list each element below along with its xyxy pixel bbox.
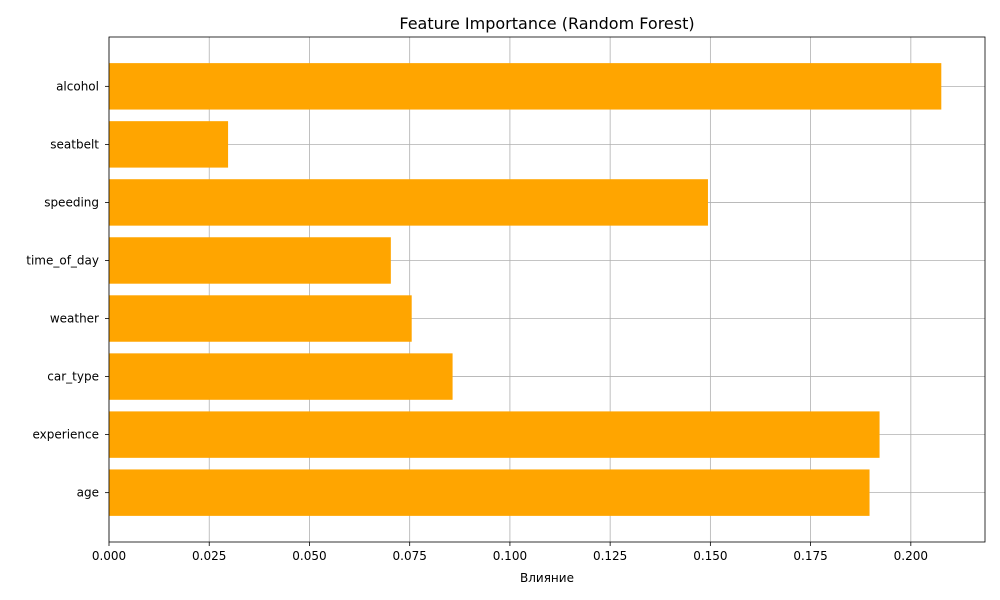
y-tick-label: car_type [47,370,99,384]
x-tick-label: 0.150 [693,549,727,563]
x-tick-label: 0.025 [192,549,226,563]
x-axis-label: Влияние [520,571,574,585]
x-tick-label: 0.000 [92,549,126,563]
y-tick-label: speeding [44,195,99,209]
bar-weather [109,295,412,342]
y-tick-label: age [77,486,99,500]
bar-time-of-day [109,237,391,284]
x-tick-label: 0.075 [393,549,427,563]
bar-age [109,469,870,516]
bar-car-type [109,353,453,400]
y-tick-label: seatbelt [50,137,99,151]
plot-spines [108,36,986,543]
bar-seatbelt [109,121,229,168]
y-tick-label: weather [50,312,99,326]
grid-lines [108,37,985,542]
bar-speeding [109,179,708,226]
bar-experience [109,411,880,458]
bars [109,63,942,516]
x-tick-label: 0.100 [493,549,527,563]
x-tick-label: 0.050 [292,549,326,563]
y-axis-ticks: age experience car_type weather time_of_day s… [26,79,109,500]
x-tick-label: 0.200 [894,549,928,563]
plot-frame [108,36,986,543]
bar-alcohol [109,63,942,110]
x-axis-ticks: 0.000 0.025 0.050 0.075 0.100 0.125 0.150 0.175… [92,542,928,563]
y-tick-label: alcohol [56,79,99,93]
y-tick-label: experience [32,428,99,442]
chart-title: Feature Importance (Random Forest) [399,14,694,33]
x-tick-label: 0.125 [593,549,627,563]
x-tick-label: 0.175 [793,549,827,563]
y-tick-label: time_of_day [26,253,99,267]
